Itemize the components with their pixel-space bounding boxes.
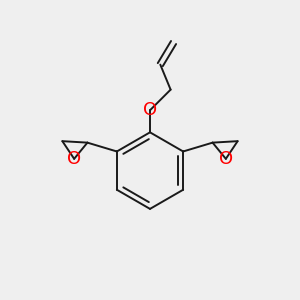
Text: O: O bbox=[219, 150, 233, 168]
Text: O: O bbox=[67, 150, 81, 168]
Text: O: O bbox=[143, 101, 157, 119]
